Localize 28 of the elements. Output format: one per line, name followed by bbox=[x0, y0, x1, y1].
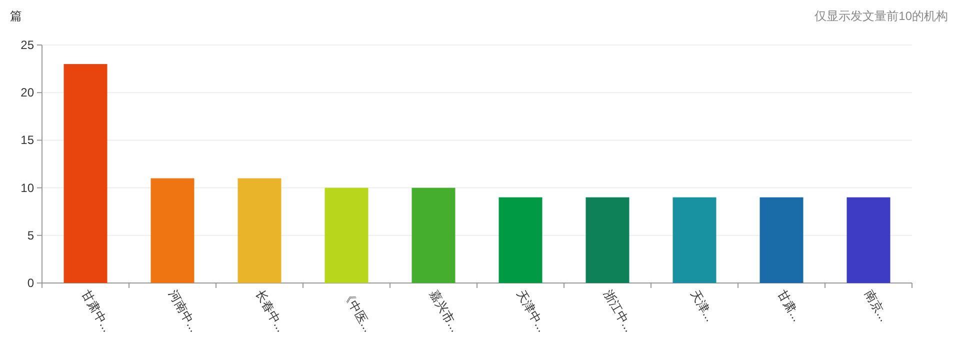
bar bbox=[238, 178, 282, 283]
x-tick-label: 长春中... bbox=[252, 288, 288, 334]
x-tick-label: 河南中... bbox=[166, 288, 202, 334]
bar bbox=[498, 197, 542, 283]
bar bbox=[412, 188, 456, 283]
x-tick-label: 甘肃... bbox=[774, 288, 804, 324]
bar bbox=[64, 64, 108, 283]
x-tick-label: 《中医... bbox=[340, 288, 376, 334]
x-tick-label: 嘉兴市... bbox=[426, 288, 462, 334]
x-tick-label: 浙江中... bbox=[600, 288, 636, 334]
x-tick-label: 天津... bbox=[688, 288, 718, 324]
y-axis-title: 篇 bbox=[10, 9, 22, 23]
bar bbox=[586, 197, 630, 283]
x-tick-label: 南京... bbox=[862, 288, 892, 324]
y-tick-label: 0 bbox=[27, 276, 34, 290]
y-tick-label: 15 bbox=[20, 133, 34, 148]
y-tick-label: 25 bbox=[20, 38, 34, 52]
y-tick-label: 20 bbox=[20, 86, 34, 100]
bar bbox=[760, 197, 804, 283]
x-tick-label: 甘肃中... bbox=[78, 288, 114, 334]
x-tick-label: 天津中... bbox=[514, 288, 550, 334]
y-tick-label: 10 bbox=[20, 180, 34, 195]
text: 仅显示发文量前10的机构 bbox=[814, 9, 948, 23]
bar bbox=[672, 197, 716, 283]
y-tick-label: 5 bbox=[27, 228, 34, 242]
bar bbox=[150, 178, 194, 283]
bar bbox=[324, 188, 368, 283]
bar bbox=[846, 197, 890, 283]
